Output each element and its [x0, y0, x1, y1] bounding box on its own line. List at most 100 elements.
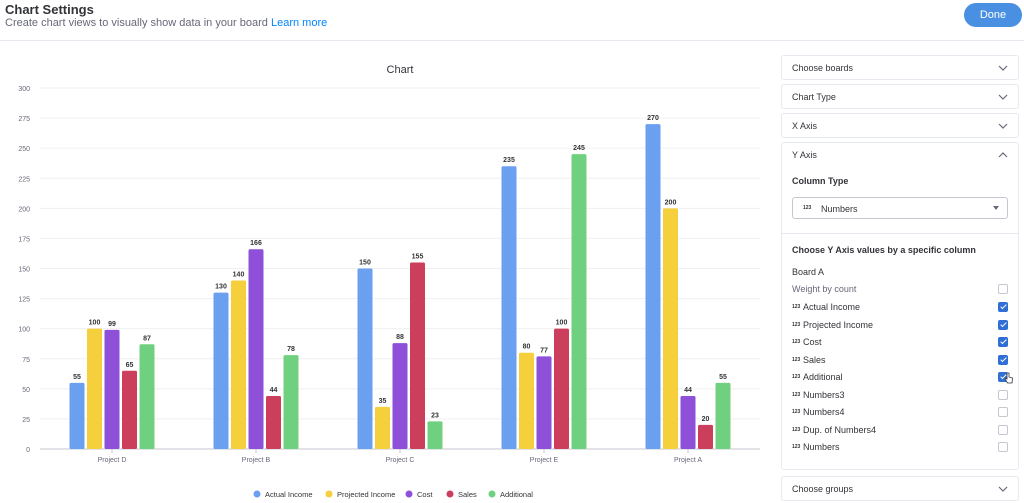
column-checkbox[interactable] — [998, 354, 1008, 365]
choose-boards-label: Choose boards — [792, 63, 854, 73]
bar-chart: Chart 0 25 50 75 100 125 150 175 200 225 250 275 300 P… — [18, 64, 760, 499]
column-label: Additional — [803, 372, 843, 382]
bar — [104, 329, 120, 449]
data-label: 77 — [540, 347, 548, 354]
chart-area: Chart 0 25 50 75 100 125 150 175 200 225 250 275 300 P… — [0, 42, 770, 503]
numbers-icon: 123 — [792, 356, 801, 363]
numbers-icon: 123 — [792, 321, 801, 328]
data-label: 270 — [647, 115, 659, 122]
data-label: 65 — [126, 362, 134, 369]
column-checkbox[interactable] — [998, 302, 1008, 312]
data-label: 87 — [143, 335, 151, 342]
bar — [283, 355, 299, 449]
done-button[interactable]: Done — [964, 3, 1022, 27]
learn-more-link[interactable]: Learn more — [270, 17, 328, 29]
chevron-down-icon — [998, 65, 1008, 71]
y-axis-header[interactable]: Y Axis — [782, 143, 1018, 167]
column-checkbox[interactable] — [998, 424, 1008, 435]
column-checkbox[interactable] — [998, 319, 1008, 330]
data-label: 23 — [431, 412, 439, 419]
column-checkbox[interactable] — [998, 442, 1008, 452]
data-label: 20 — [702, 416, 710, 423]
column-label: Sales — [803, 354, 826, 365]
chart-type-accordion[interactable]: Chart Type — [781, 84, 1019, 109]
y-tick-label: 225 — [18, 176, 30, 183]
bar — [139, 344, 155, 449]
numbers-icon: 123 — [792, 339, 801, 345]
choose-groups-label: Choose groups — [792, 484, 854, 494]
bar — [501, 166, 517, 449]
data-label: 44 — [684, 387, 692, 394]
column-checkbox[interactable] — [998, 337, 1008, 347]
column-label: Numbers3 — [803, 389, 845, 400]
data-label: 100 — [89, 320, 101, 327]
y-tick-label: 0 — [26, 447, 30, 454]
numbers-icon: 123 — [792, 304, 801, 310]
column-checkbox[interactable] — [998, 407, 1008, 417]
bar — [519, 352, 534, 449]
weight-by-count-row: Weight by count — [782, 281, 1018, 298]
choose-boards-accordion[interactable]: Choose boards — [781, 55, 1019, 80]
data-label: 100 — [556, 320, 568, 327]
legend-label: Additional — [500, 490, 533, 499]
choose-groups-accordion[interactable]: Choose groups — [781, 476, 1019, 501]
data-label: 35 — [379, 398, 387, 405]
column-type-select[interactable]: 123 Numbers — [792, 197, 1008, 219]
column-label: Projected Income — [803, 319, 874, 330]
column-row: 123 Cost — [782, 334, 1018, 351]
numbers-icon: 123 — [792, 409, 801, 415]
chart-type-label: Chart Type — [792, 92, 836, 102]
bar — [392, 343, 408, 449]
data-label: 44 — [270, 387, 278, 394]
choose-values-label: Choose Y Axis values by a specific colum… — [792, 245, 976, 255]
y-tick-label: 175 — [18, 236, 30, 243]
column-row: 123 Projected Income — [782, 317, 1018, 334]
data-label: 155 — [412, 253, 424, 260]
data-label: 130 — [215, 284, 227, 291]
bar — [715, 382, 731, 449]
column-row: 123 Dup. of Numbers4 — [782, 422, 1018, 439]
bar — [69, 382, 85, 449]
column-label: Numbers — [803, 442, 840, 452]
data-label: 140 — [233, 272, 245, 279]
y-tick-label: 25 — [22, 417, 30, 424]
x-tick-label: Project D — [98, 457, 127, 464]
column-label: Dup. of Numbers4 — [803, 424, 877, 435]
y-tick-label: 125 — [18, 297, 30, 304]
bar — [427, 421, 443, 449]
x-axis-accordion[interactable]: X Axis — [781, 113, 1019, 138]
page-title: Chart Settings — [5, 2, 94, 17]
caret-down-icon — [993, 206, 999, 210]
y-tick-label: 100 — [18, 327, 30, 334]
x-axis-label: X Axis — [792, 121, 818, 131]
y-tick-label: 150 — [18, 267, 30, 274]
column-row: 123 Sales — [782, 352, 1018, 369]
bar — [248, 249, 264, 449]
hand-cursor-icon — [1004, 372, 1013, 384]
legend-swatch — [446, 490, 454, 498]
column-row: 123 Numbers — [782, 439, 1018, 456]
bar — [554, 328, 569, 449]
column-label: Cost — [803, 337, 822, 347]
x-tick-label: Project A — [674, 457, 702, 464]
bar — [410, 262, 425, 449]
data-label: 150 — [359, 260, 371, 267]
bar — [698, 424, 713, 449]
y-tick-label: 200 — [18, 206, 30, 213]
numbers-icon: 123 — [803, 205, 812, 211]
column-checkbox[interactable] — [998, 389, 1008, 400]
y-tick-label: 50 — [22, 387, 30, 394]
column-label: Numbers4 — [803, 407, 845, 417]
legend-label: Projected Income — [337, 490, 395, 499]
chevron-down-icon — [998, 486, 1008, 492]
y-tick-label: 275 — [18, 116, 30, 123]
legend-label: Cost — [417, 490, 433, 499]
weight-by-count-checkbox[interactable] — [998, 284, 1008, 294]
chevron-down-icon — [998, 94, 1008, 100]
bar — [231, 280, 246, 449]
column-label: Actual Income — [803, 302, 861, 312]
legend-swatch — [405, 490, 413, 498]
weight-by-count-label: Weight by count — [792, 284, 857, 294]
bar — [663, 208, 678, 449]
y-tick-label: 300 — [18, 86, 30, 93]
